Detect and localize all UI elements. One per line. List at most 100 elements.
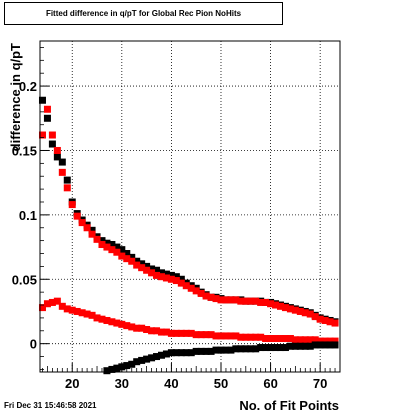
- data-point: [257, 333, 265, 341]
- data-point: [227, 296, 235, 304]
- data-point: [267, 344, 275, 352]
- data-point: [93, 235, 101, 243]
- data-point: [157, 328, 165, 336]
- data-point: [222, 332, 230, 340]
- data-point: [257, 344, 265, 352]
- data-point: [38, 131, 46, 139]
- data-point: [167, 271, 175, 279]
- data-point: [217, 296, 225, 304]
- data-point: [207, 347, 215, 355]
- data-point: [217, 332, 225, 340]
- data-point: [262, 344, 270, 352]
- data-point: [326, 318, 334, 326]
- data-point: [316, 341, 324, 349]
- data-point: [316, 315, 324, 323]
- data-point: [148, 354, 156, 362]
- data-point: [227, 332, 235, 340]
- series-2: [38, 297, 339, 345]
- data-point: [157, 269, 165, 277]
- data-point: [68, 306, 76, 314]
- data-point: [331, 319, 339, 327]
- data-point: [296, 307, 304, 315]
- data-point: [43, 114, 51, 122]
- data-point: [222, 296, 230, 304]
- data-point: [262, 335, 270, 343]
- data-point: [133, 261, 141, 269]
- data-point: [73, 307, 81, 315]
- data-point: [232, 296, 240, 304]
- data-point: [321, 341, 329, 349]
- data-point: [162, 328, 170, 336]
- data-point: [202, 292, 210, 300]
- data-point: [326, 341, 334, 349]
- data-point: [227, 346, 235, 354]
- data-point: [237, 333, 245, 341]
- x-tick-label: 20: [65, 376, 79, 391]
- data-point: [167, 349, 175, 357]
- data-point: [167, 329, 175, 337]
- data-point: [153, 353, 161, 361]
- data-point: [48, 298, 56, 306]
- data-point: [98, 240, 106, 248]
- data-point: [247, 345, 255, 353]
- axis-ticks: 20 30 40 50 60 70 0 0.05 0.1 0.15 0.2: [12, 47, 341, 391]
- data-point: [157, 351, 165, 359]
- data-point: [78, 219, 86, 227]
- data-point: [272, 301, 280, 309]
- data-point: [276, 335, 284, 343]
- data-point: [83, 310, 91, 318]
- data-point: [43, 105, 51, 113]
- data-point: [232, 332, 240, 340]
- chart-title: Fitted difference in q/pT for Global Rec…: [4, 2, 283, 25]
- data-point: [291, 336, 299, 344]
- data-point: [281, 344, 289, 352]
- data-point: [177, 329, 185, 337]
- data-point: [182, 329, 190, 337]
- data-point: [267, 300, 275, 308]
- data-point: [276, 344, 284, 352]
- data-point: [326, 337, 334, 345]
- data-point: [172, 277, 180, 285]
- data-point: [331, 341, 339, 349]
- data-point: [276, 302, 284, 310]
- data-point: [123, 322, 131, 330]
- data-point: [123, 362, 131, 370]
- data-point: [113, 319, 121, 327]
- data-point: [162, 274, 170, 282]
- data-point: [88, 226, 96, 234]
- data-point: [93, 314, 101, 322]
- data-point: [48, 131, 56, 139]
- data-point: [242, 333, 250, 341]
- data-point: [311, 336, 319, 344]
- data-point: [88, 311, 96, 319]
- data-point: [78, 309, 86, 317]
- data-point: [202, 331, 210, 339]
- data-point: [118, 246, 126, 254]
- data-point: [202, 347, 210, 355]
- data-point: [172, 273, 180, 281]
- data-point: [232, 345, 240, 353]
- data-point: [153, 327, 161, 335]
- data-point: [103, 243, 111, 251]
- data-point: [252, 345, 260, 353]
- data-point: [98, 315, 106, 323]
- footer-date: Fri Dec 31 15:46:58 2021: [4, 401, 97, 410]
- data-point: [321, 337, 329, 345]
- data-point: [58, 302, 66, 310]
- data-point: [197, 289, 205, 297]
- data-point: [48, 140, 56, 148]
- data-series: [38, 96, 339, 375]
- data-point: [162, 350, 170, 358]
- data-point: [138, 260, 146, 268]
- data-point: [291, 306, 299, 314]
- data-point: [153, 266, 161, 274]
- data-point: [187, 329, 195, 337]
- x-axis-label: No. of Fit Points: [239, 398, 339, 413]
- grid-lines: [40, 41, 340, 372]
- data-point: [331, 337, 339, 345]
- data-point: [133, 324, 141, 332]
- data-point: [128, 253, 136, 261]
- data-point: [182, 349, 190, 357]
- data-point: [113, 248, 121, 256]
